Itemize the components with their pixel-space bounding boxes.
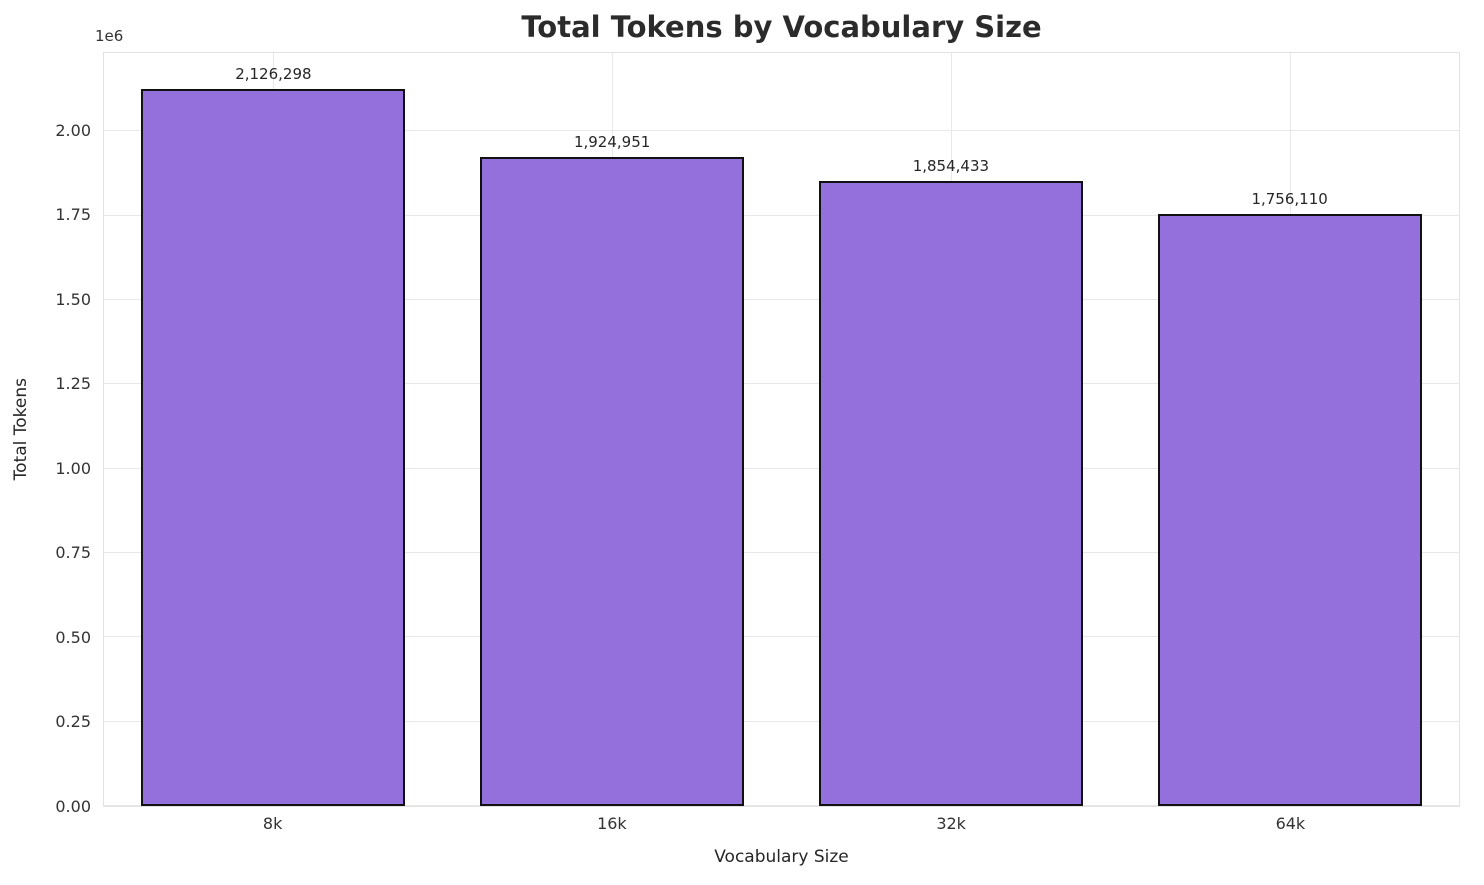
y-gridline <box>104 552 1459 554</box>
y-gridline <box>104 299 1459 301</box>
y-tick-label: 0.50 <box>55 627 91 647</box>
y-tick-label: 0.25 <box>55 712 91 732</box>
plot-area: 2,126,298 1,924,951 1,854,433 1,756,110 <box>103 52 1460 807</box>
y-tick-label: 0.00 <box>55 797 91 816</box>
x-tick-label: 64k <box>1275 814 1306 833</box>
y-tick-label: 1.75 <box>55 205 91 225</box>
x-tick-label: 8k <box>262 814 283 833</box>
y-tick-label: 1.50 <box>55 289 91 309</box>
bar-value-label: 1,924,951 <box>573 132 651 151</box>
y-gridline <box>104 214 1459 216</box>
x-tick-label: 16k <box>597 814 627 833</box>
chart-title: Total Tokens by Vocabulary Size <box>521 10 1042 44</box>
y-tick-label: 0.75 <box>55 543 91 563</box>
bar-value-label: 1,756,110 <box>1251 189 1328 208</box>
y-tick-label: 1.25 <box>55 374 91 394</box>
y-axis-offset-text: 1e6 <box>95 27 124 45</box>
bar-8k <box>141 88 406 806</box>
y-gridline <box>104 383 1459 385</box>
y-gridline <box>104 467 1459 469</box>
x-axis-label: Vocabulary Size <box>714 847 849 867</box>
y-gridline <box>104 720 1459 722</box>
bar-value-label: 1,854,433 <box>912 156 990 175</box>
y-axis-ticks: 0.00 0.25 0.50 0.75 1.00 1.25 1.50 1.75 2.00 <box>0 52 103 814</box>
x-axis-ticks: 8k 16k 32k 64k <box>103 814 1460 838</box>
y-tick-label: 1.00 <box>55 458 91 478</box>
x-tick-label: 32k <box>936 814 966 833</box>
y-gridline <box>104 636 1459 638</box>
bar-32k <box>818 180 1083 806</box>
y-gridline <box>104 130 1459 132</box>
bar-value-label: 2,126,298 <box>235 64 312 83</box>
bar-16k <box>480 156 745 806</box>
bar-64k <box>1157 213 1422 806</box>
y-gridline <box>104 805 1459 806</box>
y-tick-label: 2.00 <box>55 120 91 140</box>
